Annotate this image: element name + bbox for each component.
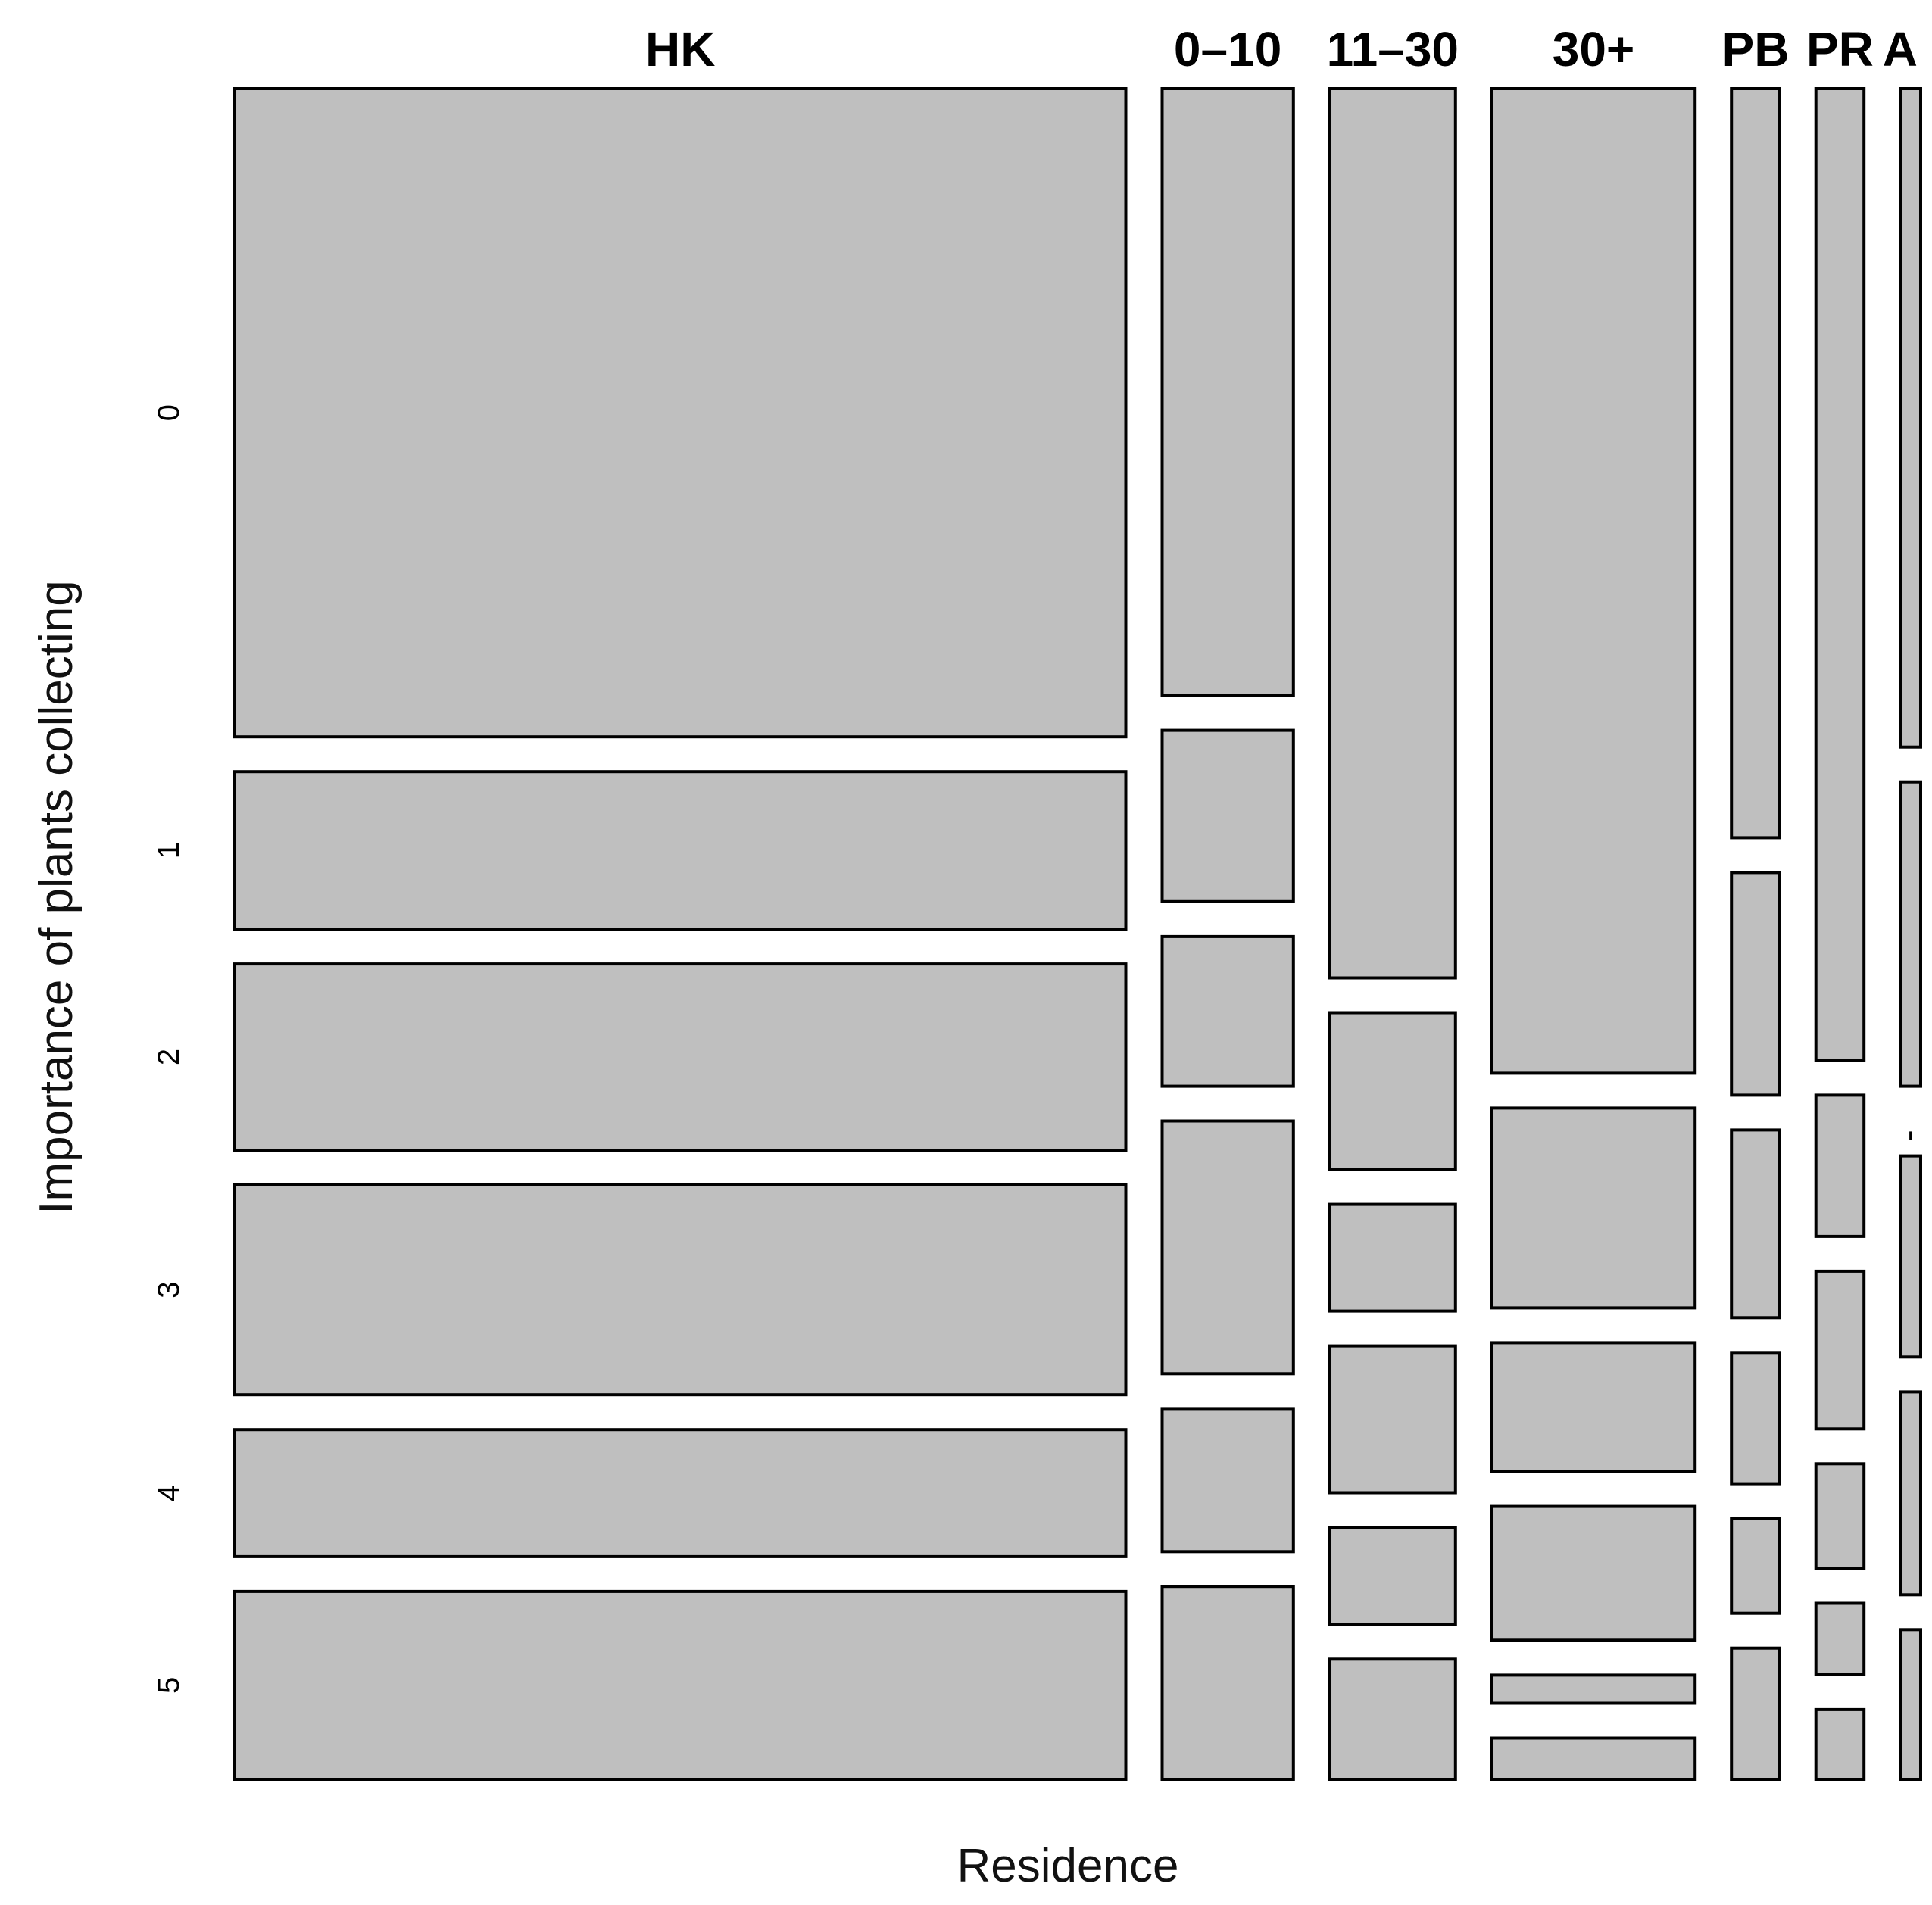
column-label: 30+ <box>1553 22 1635 76</box>
row-label: 5 <box>152 1677 186 1694</box>
mosaic-tile <box>1899 1628 1922 1782</box>
mosaic-tile <box>1730 1646 1781 1781</box>
column-label: 11–30 <box>1327 22 1459 76</box>
mosaic-tile <box>1490 1341 1697 1473</box>
mosaic-tile <box>1160 934 1295 1088</box>
column-label: 0–10 <box>1174 22 1281 76</box>
mosaic-tile <box>1490 1106 1697 1310</box>
mosaic-tile <box>1160 728 1295 903</box>
mosaic-tile <box>1814 1269 1866 1431</box>
column-label: HK <box>645 22 715 76</box>
mosaic-tile <box>1328 87 1457 980</box>
mosaic-tiles <box>233 87 1922 1782</box>
mosaic-tile <box>233 87 1128 739</box>
mosaic-tile <box>1490 1504 1697 1642</box>
mosaic-tile <box>1160 87 1295 697</box>
column-labels: HK 0–10 11–30 30+ PB PR A <box>645 22 1918 76</box>
mosaic-tile <box>1814 1093 1866 1238</box>
mosaic-tile <box>1730 87 1781 840</box>
mosaic-tile <box>1730 1128 1781 1320</box>
mosaic-tile <box>1730 871 1781 1097</box>
mosaic-tile <box>1328 1657 1457 1782</box>
mosaic-tile <box>1814 1601 1866 1676</box>
mosaic-tile <box>1328 1344 1457 1495</box>
row-label: 3 <box>152 1281 186 1298</box>
mosaic-tile <box>1490 1736 1697 1781</box>
mosaic-tile <box>233 962 1128 1152</box>
mosaic-tile <box>1490 87 1697 1075</box>
mosaic-tile <box>233 1589 1128 1781</box>
mosaic-tile <box>1328 1202 1457 1313</box>
mosaic-tile <box>1899 1390 1922 1597</box>
mosaic-tile <box>1328 1011 1457 1171</box>
mosaic-tile <box>1160 1407 1295 1554</box>
row-label: 0 <box>152 404 186 421</box>
column-label: A <box>1883 22 1918 76</box>
column-label: PR <box>1806 22 1874 76</box>
y-axis-title: Importance of plants collecting <box>30 580 83 1214</box>
row-label: 2 <box>152 1049 186 1065</box>
mosaic-tile <box>1899 780 1922 1088</box>
row-labels: 0 1 2 3 4 5 <box>152 404 186 1694</box>
mosaic-tile <box>1328 1526 1457 1626</box>
mosaic-tile <box>1160 1119 1295 1376</box>
mosaic-tile <box>1899 1154 1922 1359</box>
mosaic-tile <box>1814 1707 1866 1781</box>
mosaic-tile <box>1730 1351 1781 1486</box>
mosaic-tile <box>233 770 1128 931</box>
mosaic-tile <box>1814 1462 1866 1570</box>
mosaic-tile <box>1490 1673 1697 1705</box>
row-label: 1 <box>152 842 186 859</box>
x-axis-title: Residence <box>957 1840 1179 1892</box>
mosaic-tile <box>1160 1585 1295 1781</box>
column-label: PB <box>1722 22 1790 76</box>
mosaic-tile <box>1730 1517 1781 1615</box>
mosaic-tile <box>233 1428 1128 1558</box>
mosaic-tile <box>1814 87 1866 1062</box>
mosaic-tile <box>233 1183 1128 1397</box>
row-label: 4 <box>152 1485 186 1501</box>
mosaic-tile <box>1899 87 1922 749</box>
